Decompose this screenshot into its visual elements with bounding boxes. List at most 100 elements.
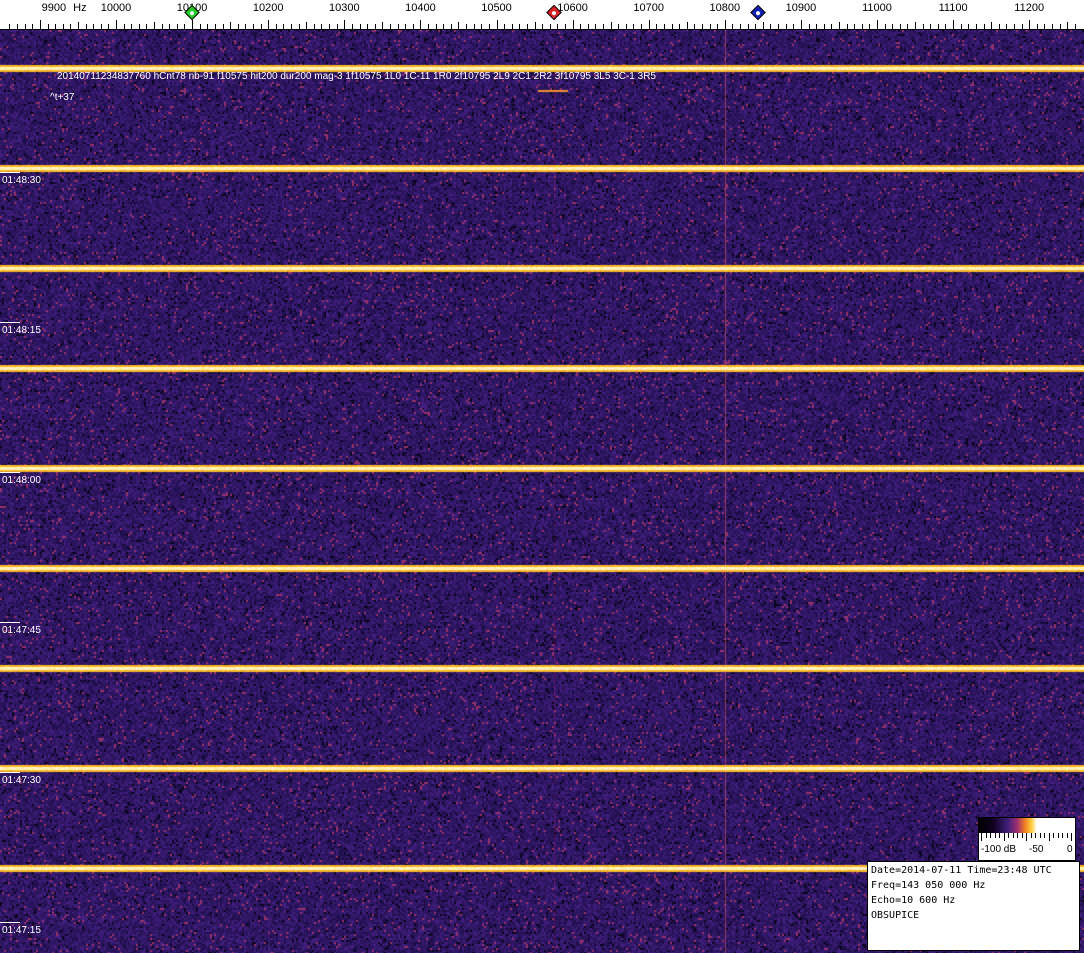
axis-tick [839,22,840,30]
axis-tick [101,24,102,30]
axis-tick [78,22,79,30]
axis-tick [626,24,627,30]
y-tick [0,922,20,923]
y-tick-label: 01:48:30 [2,175,41,186]
axis-tick [124,24,125,30]
colorbar-mid-label: -50 [1029,844,1044,855]
axis-tick [177,24,178,30]
axis-tick [25,24,26,30]
axis-tick [283,24,284,30]
axis-tick [321,24,322,30]
axis-tick [245,24,246,30]
axis-tick [299,24,300,30]
axis-tick [984,24,985,30]
axis-tick [420,20,421,30]
axis-tick [1044,24,1045,30]
axis-tick [344,20,345,30]
axis-tick [261,24,262,30]
x-tick-label: 11100 [938,2,968,14]
axis-tick [831,24,832,30]
x-tick-label: 10900 [785,2,817,14]
axis-tick [306,22,307,30]
axis-tick [778,24,779,30]
axis-tick [862,24,863,30]
axis-tick [664,24,665,30]
axis-tick [847,24,848,30]
axis-tick [786,24,787,30]
x-tick-label: 11200 [1014,2,1045,14]
y-tick-label: 01:47:45 [2,625,41,636]
time-offset-annotation: ^t+37 [50,92,75,103]
station-name: OBSUPICE [871,910,920,921]
axis-tick [953,20,954,30]
axis-tick [443,24,444,30]
axis-tick [139,24,140,30]
colorbar-gradient [979,818,1075,833]
detection-annotation: 20140711234837760 hCnt78 nb-91 f10575 hi… [57,71,656,82]
axis-tick [413,24,414,30]
axis-tick [535,22,536,30]
axis-tick [390,24,391,30]
axis-tick [48,24,49,30]
frequency-marker[interactable] [749,4,766,21]
axis-tick [816,24,817,30]
y-tick-label: 01:48:15 [2,325,41,336]
colorbar-min-label: -100 dB [981,844,1017,855]
axis-tick [382,22,383,30]
axis-tick [1029,20,1030,30]
x-tick-label: 10600 [557,2,588,14]
axis-tick [223,24,224,30]
x-tick-label: 10800 [709,2,741,14]
axis-tick [611,22,612,30]
axis-tick [968,24,969,30]
axis-tick [930,24,931,30]
y-tick-label: 01:47:15 [2,925,41,936]
axis-tick [398,24,399,30]
axis-tick [999,24,1000,30]
axis-tick [945,24,946,30]
axis-tick [215,24,216,30]
axis-tick [656,24,657,30]
y-tick [0,472,20,473]
axis-tick [268,20,269,30]
colorbar-ticks [979,833,1075,841]
info-box: Date=2014-07-11 Time=23:48 UTC Freq=143 … [867,861,1080,951]
date-time-line: Date=2014-07-11 Time=23:48 UTC [871,865,1052,876]
x-tick-label: 10300 [329,2,360,14]
axis-tick [755,24,756,30]
axis-tick [793,24,794,30]
axis-tick [923,24,924,30]
axis-tick [481,24,482,30]
axis-tick [352,24,353,30]
axis-tick [428,24,429,30]
axis-tick [748,24,749,30]
spectrogram: 20140711234837760 hCnt78 nb-91 f10575 hi… [0,30,1084,953]
axis-tick [375,24,376,30]
axis-tick [184,24,185,30]
axis-tick [641,24,642,30]
y-tick [0,622,20,623]
axis-tick [207,24,208,30]
axis-tick [991,22,992,30]
axis-tick [740,24,741,30]
axis-tick [1014,24,1015,30]
axis-tick [1060,24,1061,30]
axis-tick [550,24,551,30]
frequency-line: Freq=143 050 000 Hz [871,880,986,891]
x-tick-label: 10500 [481,2,512,14]
colorbar-max-label: 0 [1067,844,1073,855]
y-tick-label: 01:48:00 [2,475,41,486]
axis-tick [116,20,117,30]
axis-tick [854,24,855,30]
axis-tick [367,24,368,30]
axis-tick [63,24,64,30]
axis-tick [633,24,634,30]
axis-tick [451,24,452,30]
y-tick [0,772,20,773]
axis-tick [154,22,155,30]
axis-tick [40,20,41,30]
axis-tick [618,24,619,30]
axis-tick [595,24,596,30]
axis-tick [291,24,292,30]
axis-tick [146,24,147,30]
